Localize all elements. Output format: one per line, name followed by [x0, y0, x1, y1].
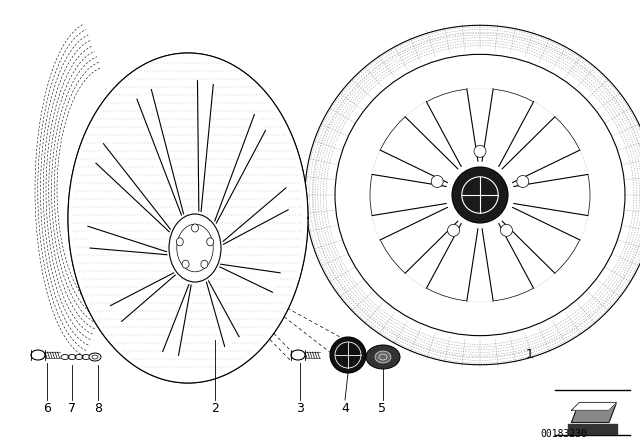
Ellipse shape: [375, 351, 391, 363]
Circle shape: [516, 176, 529, 188]
Polygon shape: [215, 115, 266, 223]
Polygon shape: [405, 102, 461, 169]
Ellipse shape: [191, 224, 198, 232]
Polygon shape: [163, 284, 191, 355]
Ellipse shape: [182, 260, 189, 268]
Circle shape: [474, 145, 486, 157]
Polygon shape: [513, 203, 588, 240]
Circle shape: [431, 176, 444, 188]
Text: 5: 5: [378, 401, 386, 414]
Polygon shape: [467, 88, 493, 161]
Circle shape: [330, 337, 366, 373]
Ellipse shape: [207, 238, 214, 246]
Polygon shape: [572, 403, 616, 422]
Polygon shape: [499, 221, 555, 288]
Ellipse shape: [176, 238, 183, 246]
Ellipse shape: [291, 350, 305, 360]
Text: 1: 1: [526, 349, 534, 362]
Text: 7: 7: [68, 401, 76, 414]
Polygon shape: [220, 264, 280, 292]
Polygon shape: [198, 81, 213, 211]
Circle shape: [500, 224, 513, 236]
Polygon shape: [513, 150, 588, 186]
Polygon shape: [372, 203, 447, 240]
Text: 3: 3: [296, 401, 304, 414]
Text: 6: 6: [43, 401, 51, 414]
Text: 4: 4: [341, 401, 349, 414]
Ellipse shape: [169, 214, 221, 282]
Circle shape: [447, 224, 460, 236]
Circle shape: [452, 167, 508, 223]
Polygon shape: [572, 403, 616, 410]
Polygon shape: [96, 144, 170, 232]
Ellipse shape: [366, 345, 400, 369]
Polygon shape: [223, 188, 288, 244]
Ellipse shape: [335, 54, 625, 336]
Polygon shape: [137, 90, 184, 215]
Polygon shape: [467, 229, 493, 302]
Text: 00183230: 00183230: [541, 429, 588, 439]
Polygon shape: [499, 102, 555, 169]
Text: 2: 2: [211, 401, 219, 414]
Ellipse shape: [68, 53, 308, 383]
Ellipse shape: [201, 260, 208, 268]
Polygon shape: [568, 424, 617, 434]
Polygon shape: [207, 281, 239, 346]
Polygon shape: [405, 221, 461, 288]
Polygon shape: [88, 226, 167, 254]
Polygon shape: [111, 273, 175, 322]
Ellipse shape: [89, 353, 101, 361]
Text: 8: 8: [94, 401, 102, 414]
Ellipse shape: [31, 350, 45, 360]
Polygon shape: [372, 150, 447, 186]
